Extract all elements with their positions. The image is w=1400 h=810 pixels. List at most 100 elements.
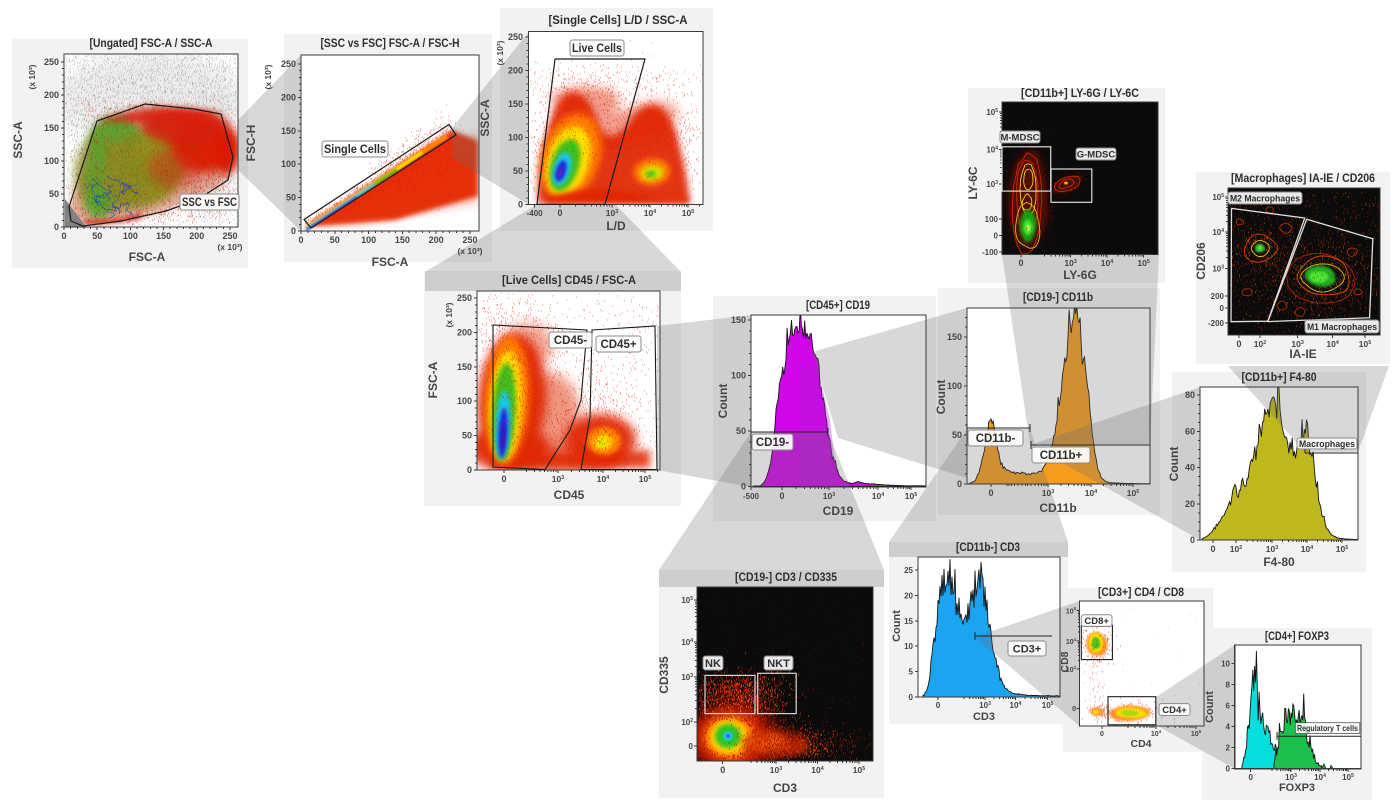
- svg-text:0: 0: [61, 231, 66, 241]
- svg-text:-400: -400: [527, 209, 544, 218]
- svg-text:105: 105: [1127, 488, 1139, 498]
- svg-text:0: 0: [291, 226, 296, 236]
- svg-text:250: 250: [222, 231, 237, 241]
- svg-text:[Single Cells] L/D / SSC-A: [Single Cells] L/D / SSC-A: [549, 13, 688, 27]
- svg-text:0: 0: [957, 479, 962, 489]
- svg-text:SSC-A: SSC-A: [478, 99, 492, 137]
- svg-text:0: 0: [909, 693, 914, 702]
- svg-text:104: 104: [1314, 773, 1326, 782]
- svg-text:[Ungated] FSC-A / SSC-A: [Ungated] FSC-A / SSC-A: [90, 36, 213, 50]
- svg-text:100: 100: [123, 231, 138, 241]
- svg-text:150: 150: [947, 332, 962, 342]
- svg-text:0: 0: [1248, 773, 1253, 782]
- svg-text:CD3: CD3: [973, 711, 995, 723]
- svg-text:F4-80: F4-80: [1263, 555, 1295, 569]
- svg-text:104: 104: [811, 765, 823, 775]
- svg-text:0: 0: [298, 235, 303, 245]
- svg-text:0: 0: [557, 208, 562, 218]
- svg-text:[CD3+] CD4 / CD8: [CD3+] CD4 / CD8: [1098, 585, 1184, 599]
- svg-text:SSC-A: SSC-A: [11, 121, 25, 159]
- svg-text:50: 50: [952, 430, 962, 440]
- svg-text:Macrophages: Macrophages: [1299, 439, 1355, 449]
- svg-text:Count: Count: [1204, 691, 1216, 723]
- svg-text:105: 105: [639, 474, 651, 484]
- svg-text:100: 100: [947, 381, 962, 391]
- svg-text:15: 15: [904, 617, 913, 626]
- svg-text:CD45: CD45: [554, 488, 585, 502]
- svg-text:Count: Count: [934, 380, 948, 415]
- svg-text:200: 200: [429, 235, 444, 245]
- svg-text:50: 50: [92, 231, 102, 241]
- svg-text:(x 10³): (x 10³): [444, 302, 454, 327]
- svg-text:Live Cells: Live Cells: [572, 43, 622, 55]
- svg-text:103: 103: [552, 474, 564, 484]
- svg-text:103: 103: [681, 673, 693, 682]
- svg-text:104: 104: [1151, 729, 1162, 738]
- svg-text:0: 0: [1190, 535, 1195, 545]
- svg-text:CD11b-: CD11b-: [976, 433, 1016, 445]
- svg-text:104: 104: [681, 638, 693, 647]
- svg-text:0: 0: [1236, 339, 1241, 349]
- svg-text:104: 104: [644, 208, 656, 218]
- svg-text:-500: -500: [743, 492, 760, 501]
- svg-text:[CD4+] FOXP3: [CD4+] FOXP3: [1265, 629, 1329, 643]
- svg-text:CD11b: CD11b: [1039, 501, 1076, 515]
- svg-text:M-MDSC: M-MDSC: [1000, 132, 1039, 143]
- svg-text:200: 200: [457, 327, 472, 337]
- svg-text:150: 150: [457, 362, 472, 372]
- svg-text:102: 102: [1230, 544, 1242, 554]
- svg-text:LY-6C: LY-6C: [966, 166, 980, 199]
- svg-text:CD335: CD335: [657, 656, 671, 694]
- svg-text:0: 0: [741, 482, 746, 492]
- svg-text:250: 250: [281, 59, 296, 69]
- svg-text:103: 103: [1064, 258, 1076, 268]
- svg-text:103: 103: [1042, 488, 1054, 498]
- svg-text:150: 150: [156, 231, 171, 241]
- svg-text:0: 0: [779, 491, 784, 501]
- svg-text:0: 0: [1072, 706, 1076, 713]
- svg-text:0: 0: [54, 222, 59, 232]
- svg-text:8: 8: [1226, 681, 1231, 690]
- svg-text:Count: Count: [891, 610, 903, 642]
- svg-text:200: 200: [281, 92, 296, 102]
- svg-text:[CD11b+] LY-6G / LY-6C: [CD11b+] LY-6G / LY-6C: [1021, 86, 1139, 100]
- svg-text:FSC-A: FSC-A: [129, 250, 166, 264]
- svg-text:-200: -200: [1208, 319, 1225, 328]
- svg-text:250: 250: [462, 235, 477, 245]
- svg-text:105: 105: [681, 596, 693, 605]
- svg-text:60: 60: [1185, 426, 1195, 436]
- svg-text:105: 105: [1336, 544, 1348, 554]
- svg-text:102: 102: [681, 718, 693, 727]
- svg-text:105: 105: [1137, 258, 1149, 268]
- svg-text:50: 50: [286, 193, 296, 203]
- svg-text:105: 105: [1342, 773, 1354, 782]
- svg-text:CD8+: CD8+: [1084, 616, 1109, 627]
- svg-text:0: 0: [1018, 258, 1023, 268]
- svg-text:150: 150: [508, 99, 523, 109]
- svg-text:CD4+: CD4+: [1162, 705, 1187, 716]
- svg-text:(x 10³): (x 10³): [217, 242, 242, 252]
- svg-text:103: 103: [986, 180, 998, 189]
- svg-text:G-MDSC: G-MDSC: [1077, 149, 1116, 160]
- svg-text:104: 104: [1066, 637, 1077, 646]
- svg-text:103: 103: [823, 491, 835, 501]
- svg-text:104: 104: [1301, 544, 1313, 554]
- svg-text:50: 50: [513, 166, 523, 176]
- svg-text:Regulatory T cells: Regulatory T cells: [1297, 723, 1358, 733]
- svg-text:100: 100: [361, 235, 376, 245]
- svg-text:200: 200: [189, 231, 204, 241]
- svg-text:100: 100: [457, 396, 472, 406]
- svg-text:[Macrophages] IA-IE / CD206: [Macrophages] IA-IE / CD206: [1231, 171, 1375, 185]
- svg-text:L/D: L/D: [606, 219, 626, 233]
- svg-text:104: 104: [1101, 258, 1113, 268]
- svg-text:(x 10³): (x 10³): [457, 246, 482, 256]
- svg-text:200: 200: [44, 90, 59, 100]
- svg-text:CD206: CD206: [1194, 242, 1208, 280]
- svg-text:LY-6G: LY-6G: [1063, 268, 1097, 282]
- svg-text:[CD19-] CD11b: [CD19-] CD11b: [1023, 290, 1093, 304]
- svg-text:50: 50: [330, 235, 340, 245]
- svg-text:105: 105: [1359, 339, 1371, 349]
- svg-text:80: 80: [1185, 390, 1195, 400]
- svg-text:-100: -100: [982, 248, 999, 257]
- svg-text:Count: Count: [716, 384, 730, 419]
